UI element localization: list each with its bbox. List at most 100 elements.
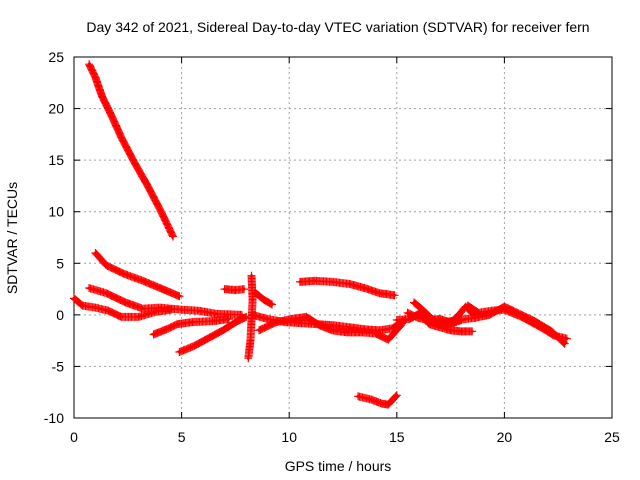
data-point — [261, 297, 265, 301]
data-point — [165, 327, 168, 331]
data-point — [459, 329, 463, 333]
data-point — [313, 279, 317, 283]
data-point — [141, 307, 145, 311]
data-point — [470, 329, 474, 333]
data-point — [502, 308, 506, 312]
series-arc-cross — [255, 312, 406, 344]
data-point — [348, 325, 351, 329]
data-point — [177, 350, 181, 354]
data-point — [304, 315, 308, 319]
y-tick-label: 20 — [48, 101, 64, 117]
data-point — [563, 342, 567, 346]
y-tick-label: 0 — [56, 307, 64, 323]
data-point — [345, 330, 349, 334]
plot-frame — [73, 56, 613, 419]
data-point — [399, 323, 403, 327]
data-point — [145, 183, 149, 187]
data-point — [395, 318, 399, 322]
data-point — [348, 282, 351, 286]
data-point — [552, 334, 556, 337]
data-point — [122, 272, 125, 276]
data-point — [233, 288, 237, 292]
data-point — [378, 291, 382, 295]
tick-labels: 0 5 10 15 20 25 -10 -5 0 5 10 15 20 25 — [44, 49, 620, 445]
grid — [74, 57, 612, 418]
y-tick-label: 15 — [48, 152, 64, 168]
x-tick-label: 25 — [604, 429, 620, 445]
series-arc-high — [85, 60, 177, 241]
data-marks — [70, 60, 571, 409]
data-point — [141, 279, 145, 283]
data-point — [208, 336, 212, 339]
data-point — [253, 290, 257, 294]
data-point — [251, 313, 255, 317]
data-point — [386, 338, 390, 342]
data-point — [223, 287, 227, 291]
data-point — [119, 315, 123, 319]
series-arc-low — [354, 391, 401, 409]
y-tick-label: -5 — [52, 358, 65, 374]
data-point — [537, 324, 541, 328]
data-point — [104, 263, 108, 267]
x-tick-label: 0 — [70, 429, 78, 445]
data-point — [251, 297, 255, 301]
data-point — [197, 309, 201, 313]
series-arc-blip — [220, 285, 248, 295]
data-point — [250, 318, 253, 322]
data-point — [81, 304, 85, 308]
data-point — [257, 328, 261, 332]
data-point — [270, 303, 274, 306]
data-point — [180, 308, 184, 312]
y-axis-label: SDTVAR / TECUs — [4, 182, 20, 294]
x-tick-label: 20 — [497, 429, 513, 445]
data-point — [289, 317, 293, 321]
data-point — [274, 320, 278, 324]
data-point — [158, 286, 162, 290]
data-point — [298, 280, 302, 284]
data-point — [298, 321, 302, 325]
data-point — [177, 294, 181, 298]
chart-title: Day 342 of 2021, Sidereal Day-to-day VTE… — [86, 19, 589, 35]
data-point — [236, 319, 240, 323]
data-point — [408, 317, 412, 321]
data-point — [490, 309, 493, 313]
data-point — [106, 309, 110, 313]
data-point — [421, 308, 425, 312]
data-point — [429, 316, 433, 320]
x-tick-label: 15 — [389, 429, 405, 445]
data-point — [406, 311, 410, 315]
data-point — [152, 333, 156, 336]
data-point — [416, 316, 420, 320]
data-point — [212, 319, 216, 323]
series-arc-spike — [244, 271, 257, 363]
series-arc-start — [70, 294, 175, 321]
data-point — [244, 315, 248, 319]
data-point — [104, 291, 108, 295]
data-point — [412, 301, 416, 304]
data-point — [317, 323, 321, 327]
data-point — [438, 321, 442, 325]
data-point — [249, 339, 252, 343]
data-point — [87, 62, 91, 66]
data-point — [223, 327, 227, 331]
ticks — [73, 56, 613, 419]
data-point — [472, 316, 476, 320]
data-point — [395, 393, 399, 397]
data-point — [94, 76, 97, 80]
x-tick-label: 10 — [281, 429, 297, 445]
series-arc-rising — [175, 312, 251, 356]
data-point — [124, 301, 128, 304]
series-arc-late-e — [463, 301, 571, 343]
data-point — [373, 331, 377, 335]
data-point — [330, 280, 334, 284]
series-arc-short — [149, 315, 233, 339]
series-arc-upper-right — [296, 276, 399, 300]
y-tick-label: 25 — [48, 49, 64, 65]
data-point — [455, 318, 459, 322]
data-point — [266, 317, 270, 321]
y-tick-label: 10 — [48, 204, 64, 220]
data-point — [520, 315, 524, 319]
data-point — [137, 315, 141, 319]
data-point-markers — [354, 391, 401, 409]
